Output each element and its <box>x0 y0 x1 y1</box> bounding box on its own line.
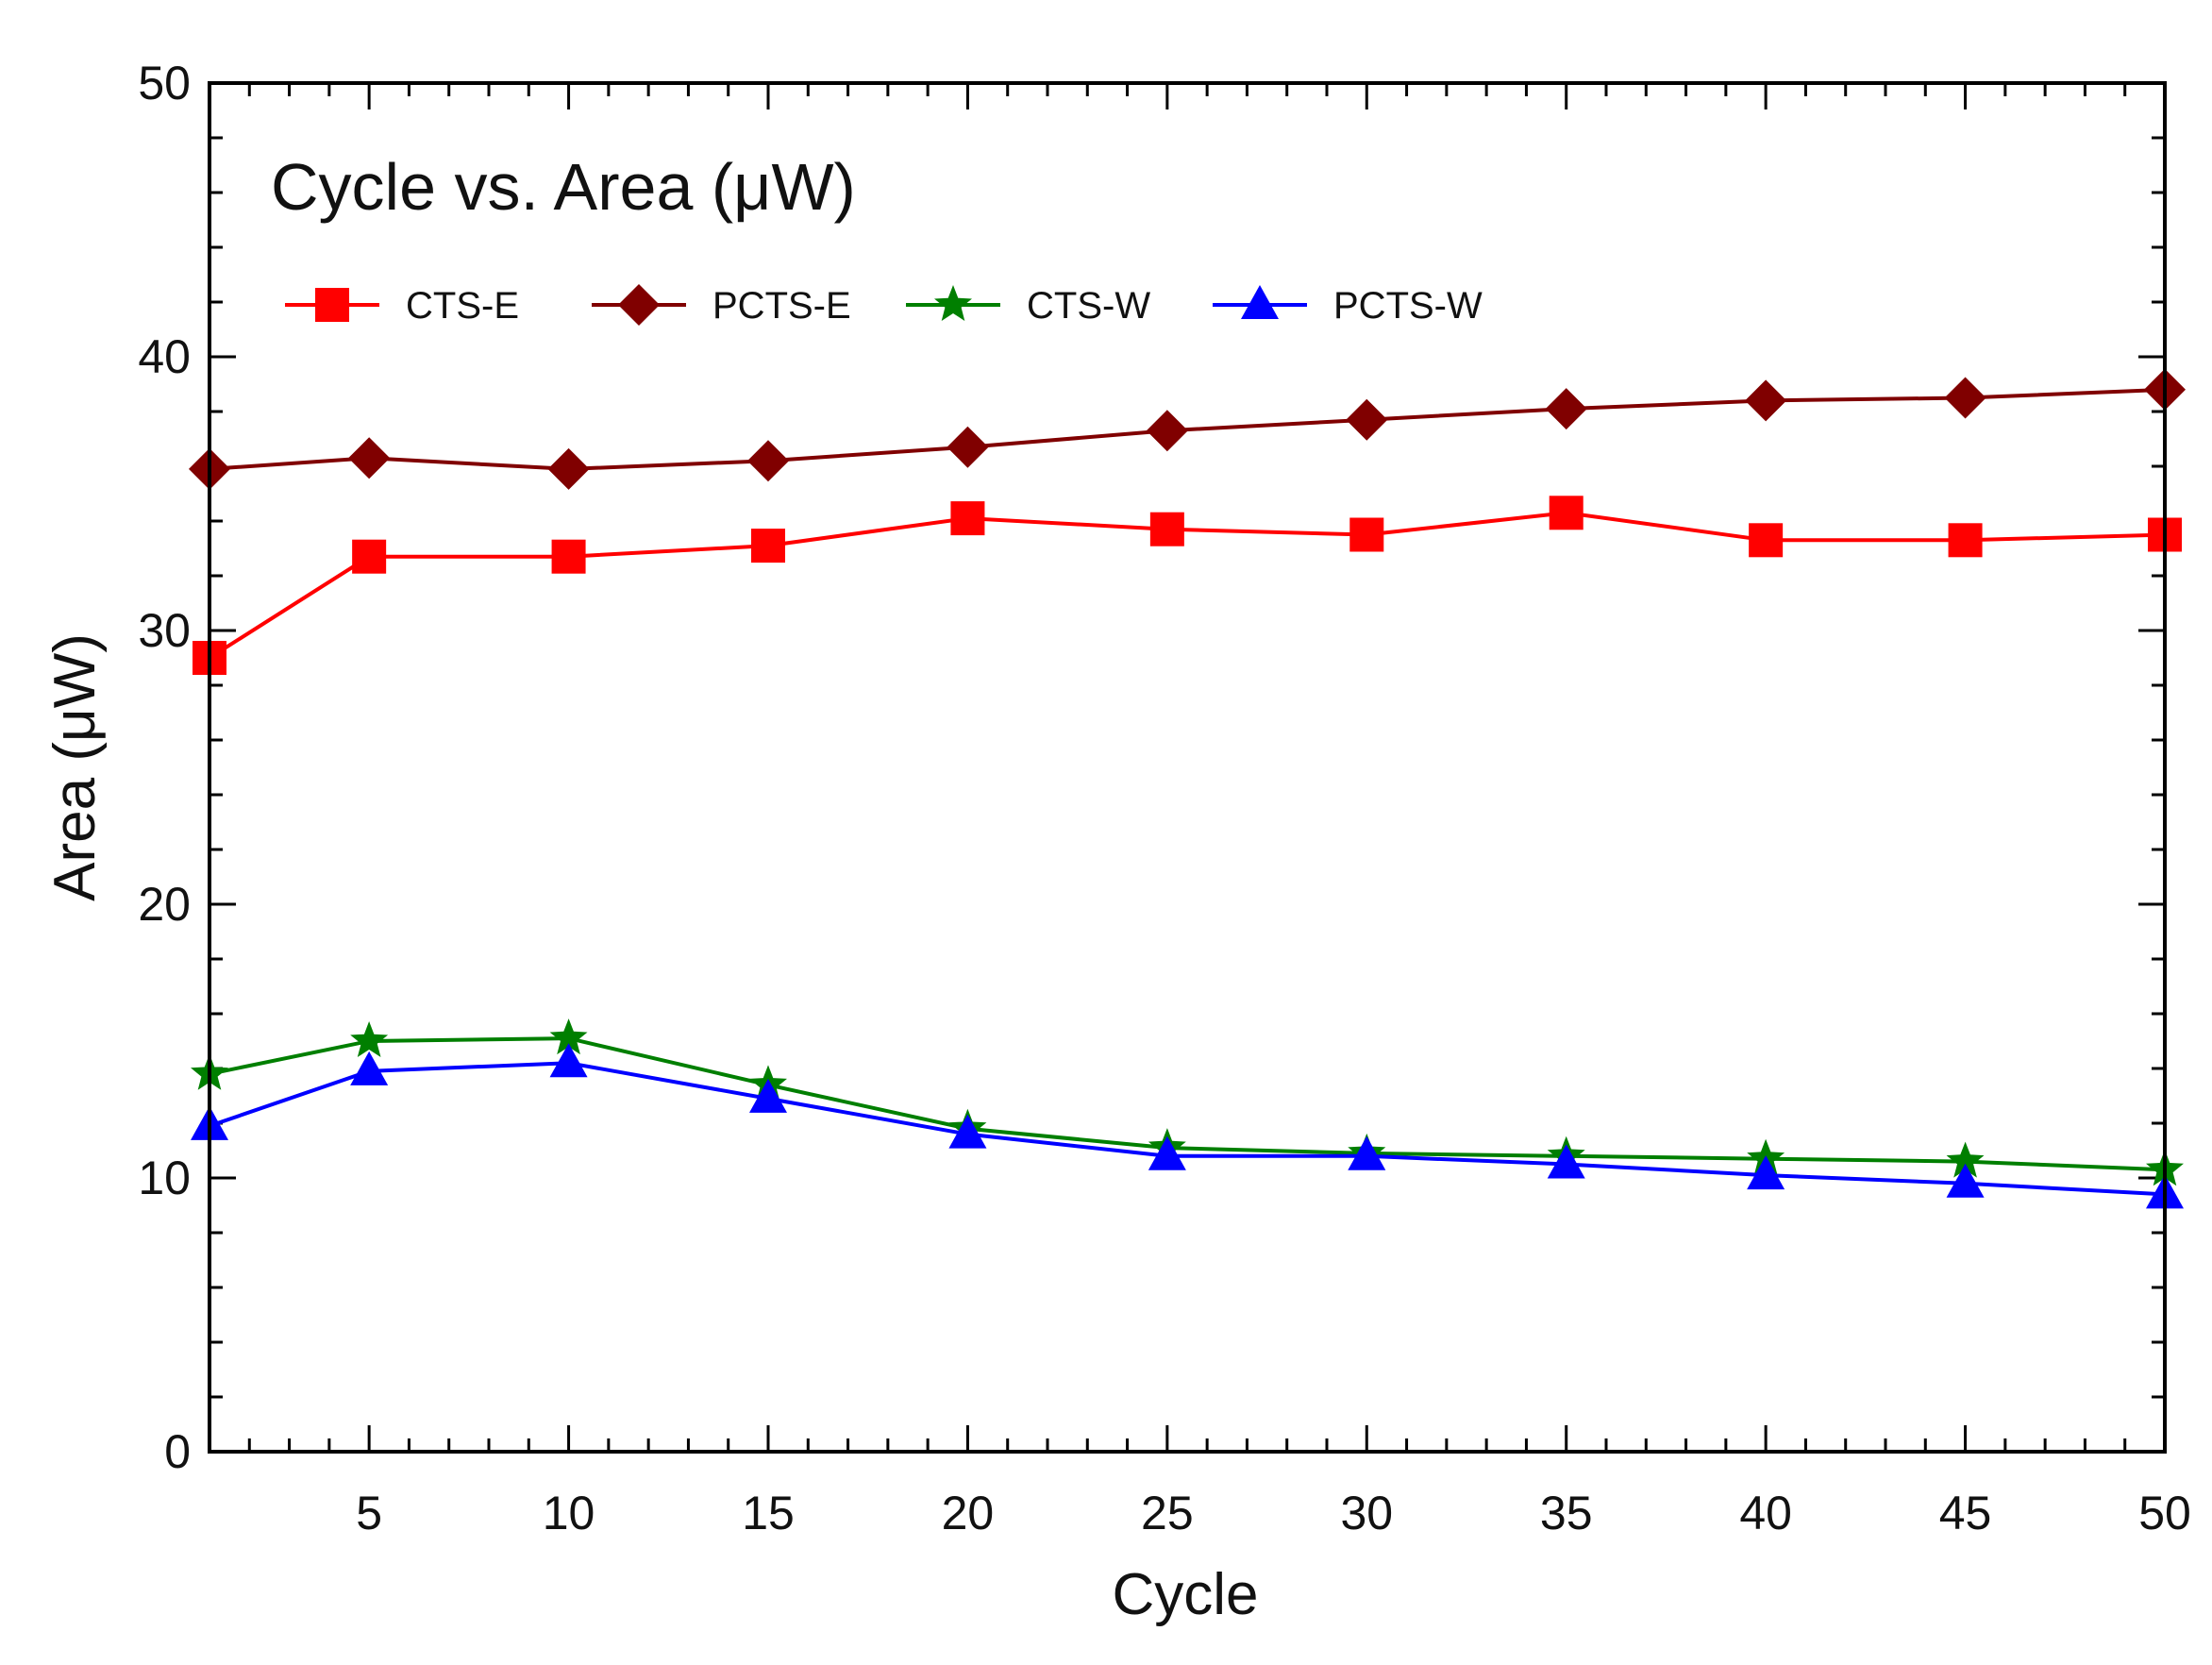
data-point-cts-e <box>751 529 785 563</box>
data-point-pcts-e <box>1745 379 1787 422</box>
y-axis-title: Area (μW) <box>42 633 108 901</box>
y-tick-label: 20 <box>138 878 191 931</box>
legend-marker-pcts-w <box>1241 285 1279 319</box>
data-point-pcts-e <box>947 426 989 468</box>
legend-label-cts-w: CTS-W <box>1027 285 1150 327</box>
axis-ticks <box>208 81 2167 1454</box>
x-tick-label: 35 <box>1540 1487 1593 1539</box>
data-point-cts-e <box>1948 523 1983 558</box>
series-line-cts-w <box>209 1036 2166 1172</box>
data-point-cts-e <box>1349 517 1384 552</box>
x-tick-label: 15 <box>742 1487 795 1539</box>
data-point-pcts-e <box>348 437 391 479</box>
legend-label-pcts-w: PCTS-W <box>1333 285 1483 327</box>
data-point-pcts-w <box>749 1078 787 1113</box>
y-tick-label: 50 <box>138 57 191 109</box>
x-tick-label: 30 <box>1340 1487 1393 1539</box>
legend-marker-pcts-e <box>618 284 660 326</box>
series-line-cts-e <box>208 511 2166 660</box>
data-point-cts-w <box>549 1018 588 1055</box>
data-point-pcts-w <box>1348 1135 1386 1170</box>
legend-marker-cts-w <box>934 285 972 321</box>
y-tick-label: 30 <box>138 604 191 657</box>
x-axis-title: Cycle <box>1112 1562 1258 1627</box>
data-point-cts-e <box>551 539 586 574</box>
legend-marker-cts-e <box>315 288 349 322</box>
series-lines <box>189 368 2186 1209</box>
data-point-pcts-e <box>547 447 590 490</box>
data-point-cts-e <box>950 501 985 536</box>
legend-label-pcts-e: PCTS-E <box>712 285 851 327</box>
data-point-pcts-w <box>549 1043 588 1078</box>
tick-labels: 5 10 15 20 25 30 35 40 45 50 0 10 20 30 40 50 <box>138 57 2190 1539</box>
data-point-pcts-w <box>1148 1135 1186 1170</box>
x-tick-label: 5 <box>356 1487 382 1539</box>
data-point-cts-w <box>350 1021 389 1057</box>
data-point-pcts-e <box>1944 377 1986 419</box>
x-tick-label: 20 <box>942 1487 995 1539</box>
legend-label-cts-e: CTS-E <box>406 285 519 327</box>
x-tick-label: 45 <box>1939 1487 1992 1539</box>
plot-area-frame <box>208 81 2167 1454</box>
y-tick-label: 10 <box>138 1152 191 1204</box>
series-line-pcts-w <box>209 1061 2166 1197</box>
x-tick-label: 50 <box>2138 1487 2191 1539</box>
x-tick-label: 10 <box>543 1487 595 1539</box>
y-tick-label: 40 <box>138 330 191 383</box>
data-point-cts-e <box>1549 496 1584 530</box>
data-point-cts-e <box>352 539 387 574</box>
data-point-pcts-w <box>1946 1163 1985 1198</box>
data-point-cts-w <box>1946 1141 1985 1178</box>
data-point-pcts-e <box>1146 410 1188 452</box>
data-point-pcts-e <box>747 440 789 482</box>
chart-title: Cycle vs. Area (μW) <box>271 150 856 224</box>
data-point-cts-e <box>1149 512 1184 547</box>
data-point-pcts-e <box>1545 388 1587 430</box>
data-point-cts-e <box>1749 523 1784 558</box>
data-point-pcts-w <box>350 1051 389 1085</box>
x-tick-label: 40 <box>1739 1487 1792 1539</box>
y-tick-label: 0 <box>164 1425 191 1478</box>
legend: CTS-E PCTS-E CTS-W PCTS-W <box>285 284 1483 327</box>
data-point-pcts-e <box>1346 398 1388 441</box>
data-point-pcts-w <box>948 1114 987 1149</box>
x-tick-label: 25 <box>1141 1487 1194 1539</box>
series-line-pcts-e <box>209 387 2166 471</box>
data-point-pcts-w <box>1547 1144 1585 1179</box>
data-point-pcts-w <box>1747 1155 1785 1190</box>
